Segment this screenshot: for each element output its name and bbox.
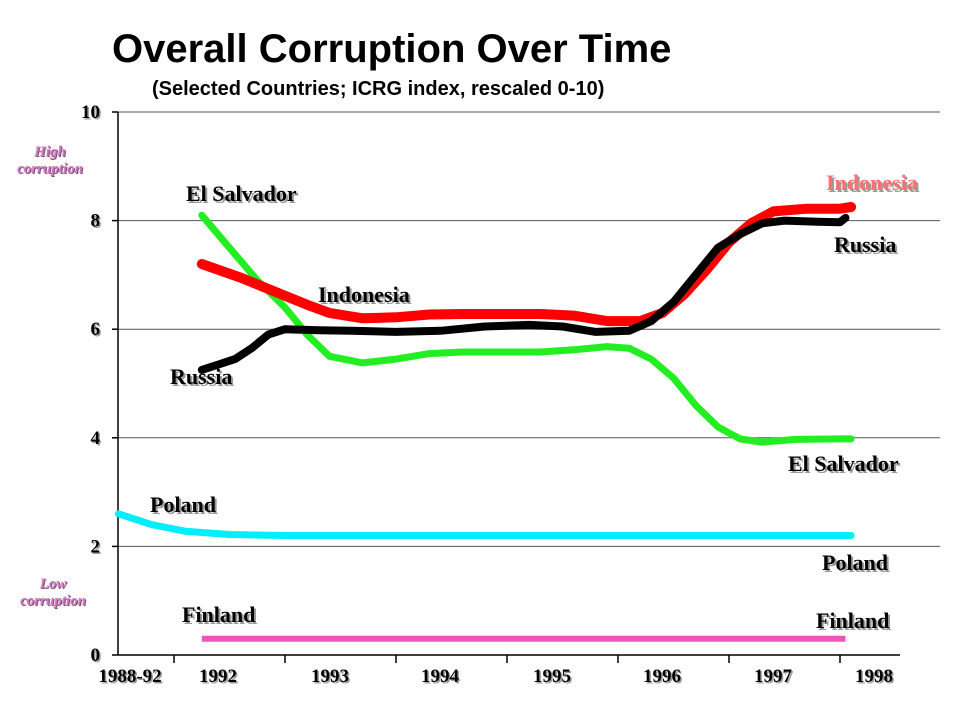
y-tick-label-shadow: 6: [92, 321, 102, 342]
series-label-shadow-indonesia: Indonesia: [828, 172, 920, 197]
chart-subtitle: (Selected Countries; ICRG index, rescale…: [152, 78, 604, 100]
series-label-shadow-poland: Poland: [824, 552, 890, 577]
y-tick-label: 10: [81, 102, 100, 123]
series-label-shadow-russia: Russia: [836, 234, 898, 259]
x-tick-label: 1988-92: [98, 666, 161, 687]
x-tick-label-shadow: 1998: [857, 668, 895, 689]
x-tick-label-shadow: 1997: [756, 668, 795, 689]
chart-title: Overall Corruption Over Time: [112, 27, 671, 71]
y-tick-label-shadow: 2: [92, 538, 102, 559]
x-tick-label: 1995: [533, 666, 571, 687]
x-tick-label-shadow: 1988-92: [100, 668, 163, 689]
series-label-poland: Poland: [822, 550, 888, 575]
series-label-shadow-finland: Finland: [184, 604, 257, 629]
axes: [112, 111, 900, 663]
series-line-russia: [197, 213, 850, 374]
series-label-finland: Finland: [182, 602, 255, 627]
y-tick-label-shadow: 0: [92, 647, 102, 668]
series-label-russia: Russia: [170, 364, 232, 389]
x-tick-label-shadow: 1992: [201, 668, 239, 689]
series-line-indonesia: [196, 202, 857, 327]
y-tick-label: 0: [91, 645, 101, 666]
series-label-indonesia: Indonesia: [826, 170, 918, 195]
x-tick-label-shadow: 1993: [313, 668, 351, 689]
series-label-shadow-indonesia: Indonesia: [320, 284, 412, 309]
y-tick-label-shadow: 8: [92, 212, 102, 233]
y-tick-label: 4: [91, 428, 101, 449]
series-label-shadow-finland: Finland: [818, 610, 891, 635]
low-corruption-label: Low: [39, 576, 68, 592]
series-label-indonesia: Indonesia: [318, 282, 410, 307]
x-tick-label: 1994: [421, 666, 460, 687]
series-label-shadow-russia: Russia: [172, 366, 234, 391]
series-label-shadow-el-salvador: El Salvador: [188, 183, 299, 208]
y-tick-label: 8: [91, 211, 101, 232]
x-tick-label: 1996: [643, 666, 681, 687]
x-tick-label-shadow: 1994: [423, 668, 462, 689]
low-corruption-label-line2: corruption: [20, 593, 86, 609]
high-corruption-label-line2-shadow: corruption: [18, 162, 84, 178]
x-tick-label-shadow: 1996: [645, 668, 683, 689]
grid-lines: [118, 111, 940, 547]
high-corruption-label: High: [33, 144, 66, 160]
y-tick-label: 2: [91, 536, 101, 557]
high-corruption-label-shadow: High: [34, 145, 67, 161]
y-tick-label: 6: [91, 319, 101, 340]
x-tick-label: 1993: [311, 666, 349, 687]
series-label-shadow-el-salvador: El Salvador: [790, 453, 901, 478]
y-tick-label-shadow: 4: [92, 429, 102, 450]
series-label-poland: Poland: [150, 492, 216, 517]
series-label-el-salvador: El Salvador: [186, 181, 297, 206]
series-label-finland: Finland: [816, 608, 889, 633]
low-corruption-label-line2-shadow: corruption: [21, 594, 87, 610]
x-tick-label: 1997: [754, 666, 793, 687]
x-tick-label: 1998: [855, 666, 893, 687]
series-line-poland: [115, 510, 855, 539]
series-lines: [115, 202, 857, 642]
x-tick-label: 1992: [199, 666, 237, 687]
y-tick-label-shadow: 10: [83, 104, 102, 125]
x-tick-label-shadow: 1995: [535, 668, 573, 689]
high-corruption-label-line2: corruption: [17, 161, 83, 177]
low-corruption-label-shadow: Low: [40, 577, 69, 593]
series-labels: IndonesiaIndonesiaIndonesiaIndonesiaRuss…: [150, 170, 920, 635]
series-label-russia: Russia: [834, 232, 896, 257]
series-label-shadow-poland: Poland: [152, 494, 218, 519]
series-label-el-salvador: El Salvador: [788, 451, 899, 476]
